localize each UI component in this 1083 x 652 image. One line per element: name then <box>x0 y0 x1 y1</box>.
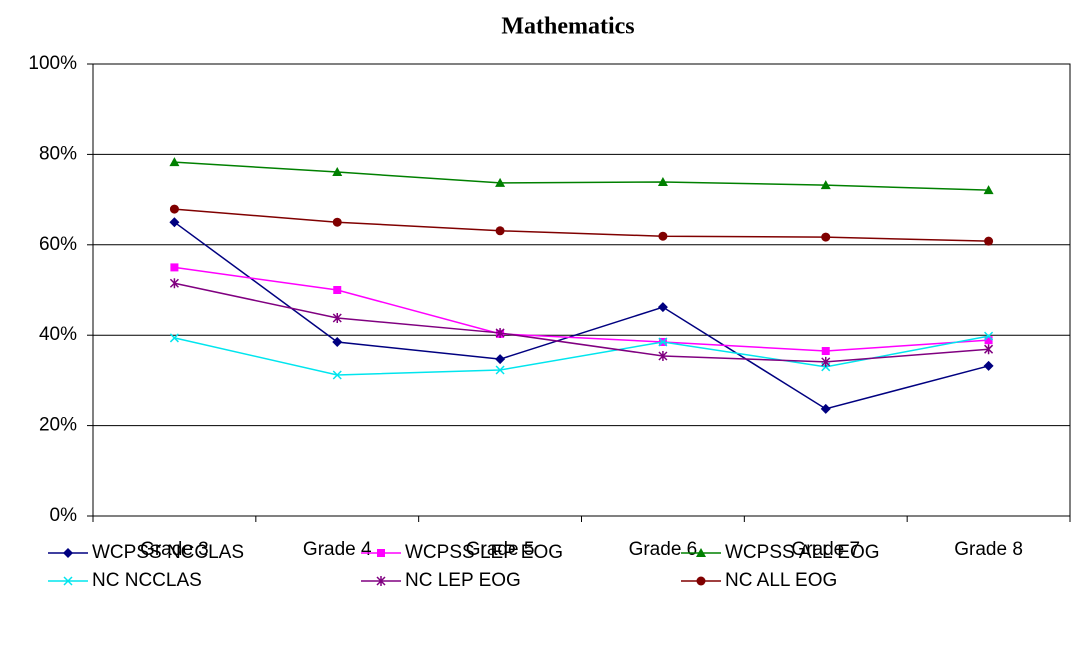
marker <box>657 176 668 186</box>
marker <box>332 336 343 347</box>
marker <box>821 347 830 356</box>
x-tick-label: Grade 7 <box>791 539 860 560</box>
x-tick-label: Grade 3 <box>140 539 209 560</box>
y-tick-label: 20% <box>39 415 77 436</box>
marker <box>658 337 668 347</box>
y-tick-label: 60% <box>39 234 77 255</box>
marker <box>169 204 179 214</box>
marker <box>821 356 831 367</box>
legend-marker <box>696 548 706 557</box>
chart-title: Mathematics <box>501 14 634 40</box>
series-line <box>174 161 989 191</box>
legend-label: WCPSS ALL EOG <box>725 542 880 563</box>
series-line <box>174 282 989 363</box>
legend-label: WCPSS LEP EOG <box>405 542 563 563</box>
marker <box>983 185 994 195</box>
series-line <box>174 335 989 376</box>
marker <box>495 226 505 236</box>
marker <box>169 278 179 289</box>
marker <box>332 313 342 324</box>
legend-marker <box>63 576 73 586</box>
marker <box>984 336 993 345</box>
marker <box>495 365 505 375</box>
marker <box>169 217 180 228</box>
series-line <box>174 208 989 242</box>
marker <box>333 286 342 294</box>
marker <box>820 403 831 414</box>
legend-marker <box>63 548 73 558</box>
y-tick-label: 80% <box>39 143 77 164</box>
marker <box>984 331 994 341</box>
marker <box>495 177 506 187</box>
x-tick-label: Grade 6 <box>629 539 698 560</box>
marker <box>657 302 668 313</box>
marker <box>495 354 506 365</box>
series-line <box>174 266 989 352</box>
legend-label: NC LEP EOG <box>405 570 521 591</box>
series-line <box>173 221 989 410</box>
marker <box>332 370 342 380</box>
legend-marker <box>376 576 386 586</box>
marker <box>821 232 831 242</box>
marker <box>984 236 994 246</box>
marker <box>332 217 342 227</box>
marker <box>820 180 831 190</box>
y-tick-label: 100% <box>28 53 77 74</box>
legend-label: WCPSS NCCLAS <box>92 542 244 563</box>
legend-marker <box>377 549 385 557</box>
y-tick-label: 0% <box>50 505 78 526</box>
y-tick-label: 40% <box>39 324 77 345</box>
marker <box>169 157 180 167</box>
legend-label: NC NCCLAS <box>92 570 202 591</box>
legend-label: NC ALL EOG <box>725 570 837 591</box>
x-tick-label: Grade 5 <box>466 539 535 560</box>
x-tick-label: Grade 4 <box>303 539 372 560</box>
marker <box>983 360 994 371</box>
marker <box>984 344 994 355</box>
marker <box>170 263 179 272</box>
marker <box>169 333 179 343</box>
marker <box>332 167 343 177</box>
marker <box>658 350 668 361</box>
marker <box>658 231 668 241</box>
x-tick-label: Grade 8 <box>954 539 1023 560</box>
marker <box>495 327 505 338</box>
plot-frame <box>92 63 1071 517</box>
legend-marker <box>696 576 706 586</box>
